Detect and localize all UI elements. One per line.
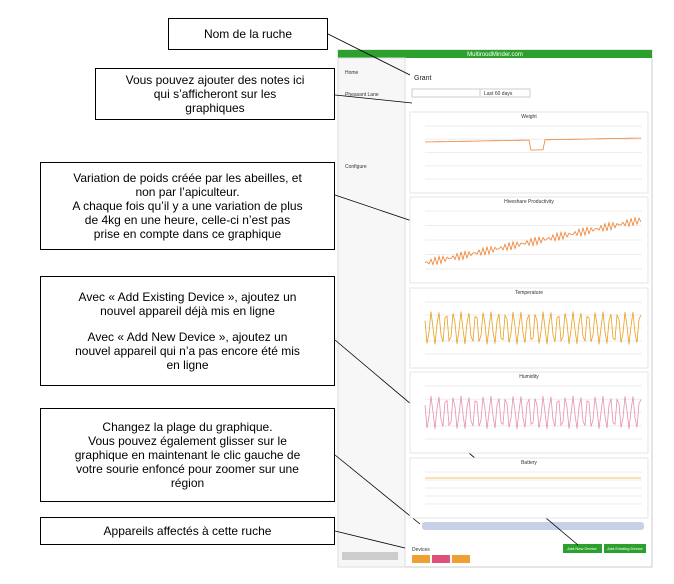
button[interactable] [604,544,646,553]
callout-line: graphique en maintenant le clic gauche d… [74,448,301,462]
device-chip[interactable] [452,555,470,563]
range-slider[interactable] [422,522,644,530]
app-header [338,50,652,58]
callout-line: de 4kg en une heure, celle-ci n’est pas [84,213,291,227]
paragraph: Avec « Add New Device », ajoutez un nouve… [41,330,334,372]
site-name: MultiroodMinder.com [467,52,523,58]
callout-line: Vous pouvez également glisser sur le [88,434,287,448]
button[interactable] [563,544,602,553]
callout-line: non par l’apiculteur. [135,185,240,199]
callout: Avec « Add Existing Device », ajoutez un… [40,276,335,386]
paragraph: Changez la plage du graphique. Vous pouve… [41,420,334,490]
sidebar-item[interactable]: Pheasant Lane [345,92,379,98]
callout-line: Vous pouvez ajouter des notes ici [125,73,305,87]
callout-line: qui s’afficheront sur les [153,87,277,101]
chart-title: Battery [521,460,537,466]
chart-title: Hiveshare Productivity [504,199,554,205]
devices-label: Devices [412,547,430,553]
chart-title: Temperature [515,290,543,296]
callout: Nom de la ruche [168,18,328,50]
callout-line: Avec « Add New Device », ajoutez un [87,330,288,344]
chart-trace [425,137,642,151]
callout: Vous pouvez ajouter des notes ici qui s’a… [95,68,335,120]
range-label: Last 60 days [484,91,513,97]
paragraph: Nom de la ruche [169,27,327,41]
callout-line: nouvel appareil déjà mis en ligne [100,304,275,318]
callout-line: Avec « Add Existing Device », ajoutez un [78,290,297,304]
callout-line: région [170,476,205,490]
callout-line: Changez la plage du graphique. [102,420,273,434]
chart-trace [424,311,642,345]
callout-line: Variation de poids créée par les abeille… [73,171,302,185]
hive-name: Grant [414,75,432,82]
scrollbar [342,552,398,560]
chart-trace [424,395,642,430]
button-label[interactable]: Add New Device [567,546,597,551]
paragraph: Avec « Add Existing Device », ajoutez un… [41,290,334,318]
range-select[interactable] [479,88,531,98]
callout-line: A chaque fois qu’il y a une variation de… [72,199,303,213]
paragraph: Variation de poids créée par les abeille… [41,171,334,241]
callout-line: votre sourie enfoncé pour zoomer sur une [76,462,299,476]
callout: Variation de poids créée par les abeille… [40,162,335,250]
paragraph: Appareils affectés à cette ruche [41,524,334,538]
callout-line: en ligne [166,358,209,372]
paragraph: Vous pouvez ajouter des notes ici qui s’a… [96,73,334,115]
chart-trace [424,216,642,267]
callout: Changez la plage du graphique. Vous pouve… [40,408,335,502]
sidebar-item[interactable]: Home [345,70,359,76]
callout-line: graphiques [185,101,245,115]
callout-line: nouvel appareil qui n’a pas encore été m… [75,344,300,358]
device-chip[interactable] [412,555,430,563]
button-label[interactable]: Add Existing Device [607,546,643,551]
sidebar [337,57,406,568]
callout-line: Appareils affectés à cette ruche [103,524,272,538]
chart-title: Weight [521,114,537,120]
chart-title: Humidity [519,374,539,380]
callout: Appareils affectés à cette ruche [40,517,335,545]
sidebar-item[interactable]: Configure [345,164,367,170]
device-chip[interactable] [432,555,450,563]
callout-line: Nom de la ruche [203,27,293,41]
callout-line: prise en compte dans ce graphique [93,227,282,241]
